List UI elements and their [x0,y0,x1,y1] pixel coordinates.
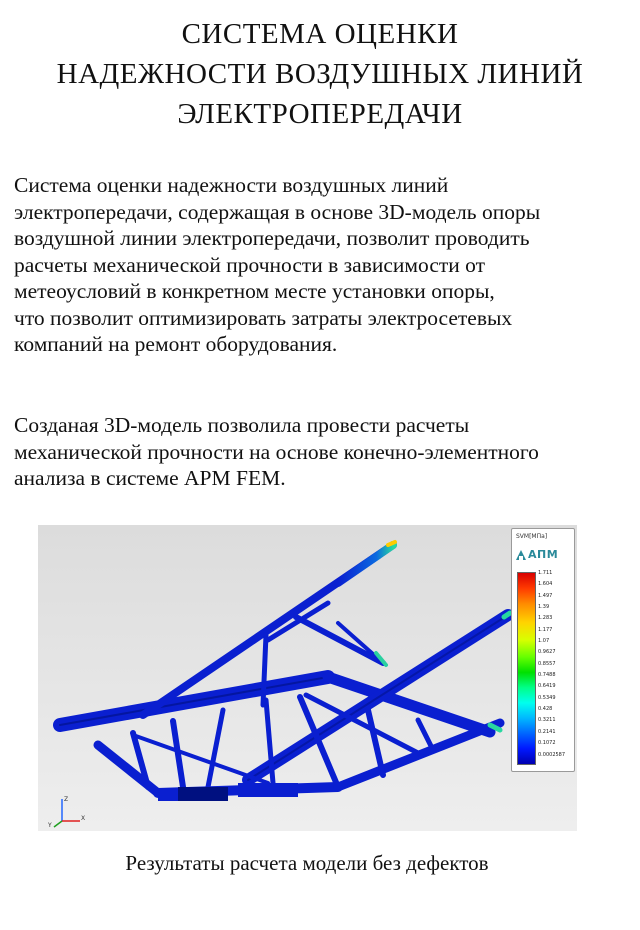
axis-triad: Z X Y [47,796,85,829]
legend-value: 1.07 [538,638,550,645]
figure-caption: Результаты расчета модели без дефектов [125,851,489,875]
paragraph-line: воздушной линии электропередачи, позволи… [14,226,530,250]
model-paragraph: Созданая 3D-модель позволила провести ра… [14,412,630,492]
legend-value: 0.5349 [538,694,556,701]
legend-values: 1.711 1.604 1.497 1.39 1.283 1.177 1.07 … [538,568,572,766]
paragraph-line: анализа в системе APM FEM. [14,466,286,490]
legend-value: 0.9627 [538,649,556,656]
legend-title: SVM[МПа] [516,533,548,540]
legend-value: 1.604 [538,581,553,588]
apm-logo-icon [516,549,526,560]
title-line: СИСТЕМА ОЦЕНКИ [181,18,459,50]
legend-value: 0.2141 [538,728,556,735]
axis-label-z: Z [64,796,68,803]
legend-value: 0.7488 [538,672,556,679]
legend-value: 0.428 [538,706,553,713]
paragraph-line: расчеты механической прочности в зависим… [14,252,485,277]
page-title: СИСТЕМА ОЦЕНКИ НАДЕЖНОСТИ ВОЗДУШНЫХ ЛИНИ… [0,14,640,134]
paragraph-line: электропередачи, содержащая в основе 3D-… [14,199,541,224]
legend-value: 0.0002587 [538,751,566,758]
paragraph-line: метеоусловий в конкретном месте установк… [14,279,495,303]
stress-legend: SVM[МПа] АПМ 1.711 1.604 1.497 1.39 1.28… [511,528,575,772]
apm-logo: АПМ [516,548,558,561]
legend-value: 1.283 [538,615,553,622]
paragraph-line: механической прочности на основе конечно… [14,439,539,464]
tower-model-render: Z X Y [47,540,514,829]
intro-paragraph: Система оценки надежности воздушных лини… [14,172,630,358]
apm-logo-text: АПМ [528,548,559,561]
legend-value: 1.39 [538,604,550,611]
axis-label-x: X [81,815,85,822]
legend-value: 1.497 [538,592,553,599]
color-scale-bar [517,572,536,765]
legend-value: 1.177 [538,626,553,633]
paragraph-line: что позволит оптимизировать затраты элек… [14,305,513,330]
paragraph-line: компаний на ремонт оборудования. [14,332,338,356]
paragraph-line: Созданая 3D-модель позволила провести ра… [14,413,470,437]
legend-value: 0.1072 [538,740,556,747]
legend-value: 0.3211 [538,717,556,724]
title-line: НАДЕЖНОСТИ ВОЗДУШНЫХ ЛИНИЙ [56,58,584,90]
paragraph-line: Система оценки надежности воздушных лини… [14,173,449,197]
legend-value: 0.8557 [538,660,556,667]
legend-value: 1.711 [538,570,553,576]
fem-result-figure: Z X Y SVM[МПа] АПМ 1.711 1.604 1.497 1.3… [38,525,577,831]
axis-label-y: Y [47,822,52,829]
legend-value: 0.6419 [538,683,556,690]
title-line: ЭЛЕКТРОПЕРЕДАЧИ [177,98,463,130]
